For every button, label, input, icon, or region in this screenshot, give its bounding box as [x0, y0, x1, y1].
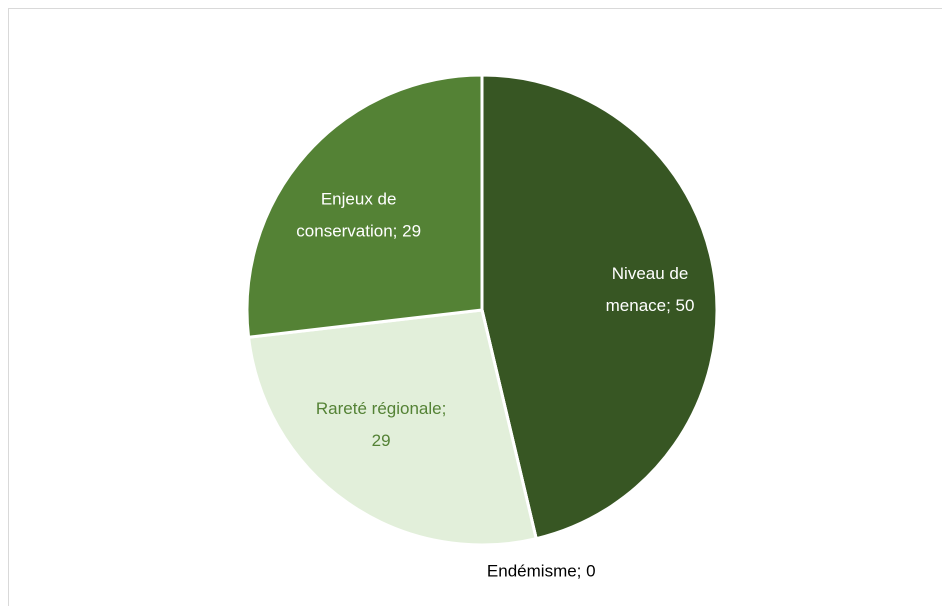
data-label: Niveau de	[612, 264, 689, 283]
pie-slice	[480, 73, 719, 541]
data-label: Enjeux de	[321, 190, 397, 209]
pie-slice	[245, 73, 484, 339]
data-label: menace; 50	[606, 296, 695, 315]
data-label: Endémisme; 0	[487, 562, 596, 581]
data-label: Rareté régionale;	[316, 399, 446, 418]
data-label: conservation; 29	[296, 222, 421, 241]
data-label: 29	[372, 431, 391, 450]
pie-slice	[246, 308, 539, 547]
